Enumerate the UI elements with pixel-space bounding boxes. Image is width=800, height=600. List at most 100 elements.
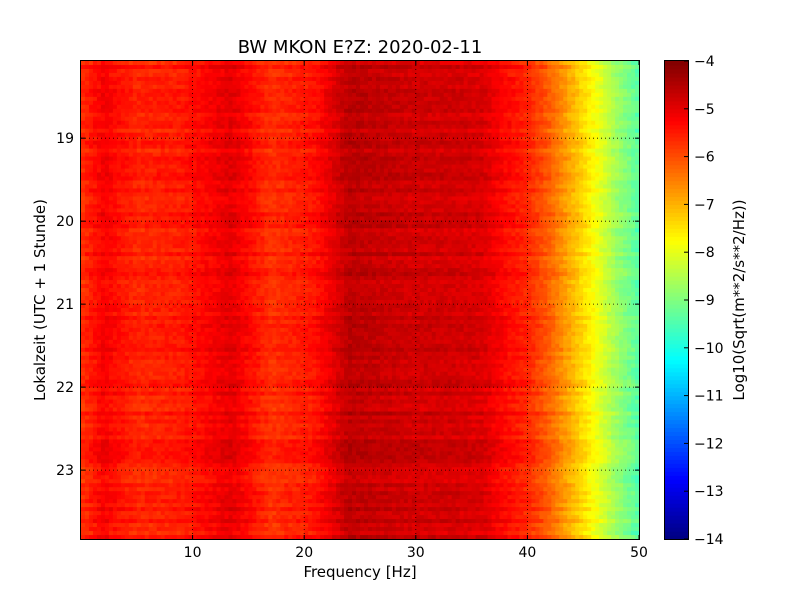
spectrogram-cell bbox=[336, 100, 341, 106]
spectrogram-cell bbox=[104, 176, 110, 182]
spectrogram-cell bbox=[304, 92, 309, 98]
spectrogram-cell bbox=[308, 100, 313, 106]
spectrogram-cell bbox=[204, 100, 210, 106]
spectrogram-cell bbox=[587, 168, 592, 174]
spectrogram-cell bbox=[188, 184, 194, 190]
spectrogram-cell bbox=[627, 64, 632, 70]
spectrogram-cell bbox=[547, 112, 552, 118]
spectrogram-cell bbox=[232, 108, 238, 114]
spectrogram-cell bbox=[284, 164, 289, 170]
spectrogram-cell bbox=[571, 116, 576, 122]
spectrogram-cell bbox=[288, 176, 293, 182]
spectrogram-cell bbox=[144, 148, 150, 154]
spectrogram-cell bbox=[300, 92, 305, 98]
spectrogram-cell bbox=[419, 192, 425, 198]
spectrogram-cell bbox=[264, 148, 269, 154]
spectrogram-cell bbox=[260, 61, 265, 66]
spectrogram-cell bbox=[479, 72, 485, 78]
spectrogram-cell bbox=[411, 116, 417, 122]
spectrogram-cell bbox=[284, 128, 289, 134]
spectrogram-cell bbox=[96, 128, 102, 134]
spectrogram-cell bbox=[583, 156, 588, 162]
spectrogram-cell bbox=[320, 68, 325, 74]
spectrogram-cell bbox=[260, 160, 265, 166]
spectrogram-cell bbox=[144, 128, 150, 134]
spectrogram-cell bbox=[216, 64, 222, 70]
spectrogram-cell bbox=[228, 140, 234, 146]
spectrogram-cell bbox=[200, 140, 206, 146]
spectrogram-cell bbox=[619, 120, 624, 126]
spectrogram-cell bbox=[184, 124, 190, 130]
spectrogram-cell bbox=[252, 104, 257, 110]
spectrogram-cell bbox=[168, 176, 174, 182]
spectrogram-cell bbox=[379, 64, 385, 70]
spectrogram-cell bbox=[543, 180, 548, 186]
spectrogram-cell bbox=[100, 160, 106, 166]
spectrogram-cell bbox=[575, 88, 580, 94]
spectrogram-cell bbox=[128, 172, 134, 178]
spectrogram-cell bbox=[84, 84, 90, 90]
spectrogram-cell bbox=[332, 96, 337, 102]
spectrogram-cell bbox=[435, 96, 441, 102]
spectrogram-cell bbox=[336, 196, 341, 202]
spectrogram-cell bbox=[527, 176, 532, 182]
spectrogram-cell bbox=[84, 196, 90, 202]
spectrogram-cell bbox=[96, 92, 102, 98]
spectrogram-cell bbox=[228, 184, 234, 190]
spectrogram-cell bbox=[595, 76, 600, 82]
spectrogram-cell bbox=[399, 140, 405, 146]
spectrogram-cell bbox=[399, 88, 405, 94]
spectrogram-cell bbox=[104, 152, 110, 158]
spectrogram-cell bbox=[507, 116, 513, 122]
spectrogram-cell bbox=[395, 84, 401, 90]
spectrogram-cell bbox=[363, 108, 369, 114]
spectrogram-cell bbox=[363, 68, 369, 74]
spectrogram-cell bbox=[563, 128, 568, 134]
spectrogram-cell bbox=[487, 144, 493, 150]
spectrogram-cell bbox=[635, 108, 640, 114]
spectrogram-cell bbox=[248, 136, 253, 142]
spectrogram-cell bbox=[371, 176, 377, 182]
spectrogram-cell bbox=[200, 124, 206, 130]
spectrogram-cell bbox=[419, 128, 425, 134]
spectrogram-cell bbox=[180, 172, 186, 178]
spectrogram-cell bbox=[375, 132, 381, 138]
spectrogram-cell bbox=[284, 80, 289, 86]
spectrogram-cell bbox=[411, 92, 417, 98]
spectrogram-cell bbox=[623, 72, 628, 78]
spectrogram-cell bbox=[615, 136, 620, 142]
spectrogram-cell bbox=[184, 108, 190, 114]
spectrogram-cell bbox=[451, 148, 457, 154]
spectrogram-cell bbox=[100, 184, 106, 190]
spectrogram-cell bbox=[431, 100, 437, 106]
spectrogram-cell bbox=[627, 112, 632, 118]
spectrogram-cell bbox=[451, 112, 457, 118]
spectrogram-cell bbox=[587, 144, 592, 150]
spectrogram-cell bbox=[439, 120, 445, 126]
spectrogram-cell bbox=[607, 140, 612, 146]
spectrogram-cell bbox=[268, 112, 273, 118]
spectrogram-cell bbox=[575, 196, 580, 202]
spectrogram-cell bbox=[256, 192, 261, 198]
spectrogram-cell bbox=[511, 108, 517, 114]
spectrogram-cell bbox=[495, 168, 501, 174]
spectrogram-cell bbox=[491, 112, 497, 118]
spectrogram-cell bbox=[443, 80, 449, 86]
spectrogram-cell bbox=[272, 188, 277, 194]
spectrogram-cell bbox=[375, 144, 381, 150]
spectrogram-cell bbox=[348, 72, 353, 78]
spectrogram-cell bbox=[316, 100, 321, 106]
spectrogram-cell bbox=[419, 164, 425, 170]
spectrogram-cell bbox=[100, 88, 106, 94]
spectrogram-cell bbox=[264, 180, 269, 186]
spectrogram-cell bbox=[391, 140, 397, 146]
spectrogram-cell bbox=[204, 196, 210, 202]
spectrogram-cell bbox=[559, 132, 564, 138]
spectrogram-cell bbox=[555, 112, 560, 118]
spectrogram-cell bbox=[435, 128, 441, 134]
spectrogram-cell bbox=[499, 144, 505, 150]
spectrogram-cell bbox=[312, 116, 317, 122]
spectrogram-cell bbox=[296, 92, 301, 98]
spectrogram-cell bbox=[136, 156, 142, 162]
spectrogram-cell bbox=[415, 100, 421, 106]
